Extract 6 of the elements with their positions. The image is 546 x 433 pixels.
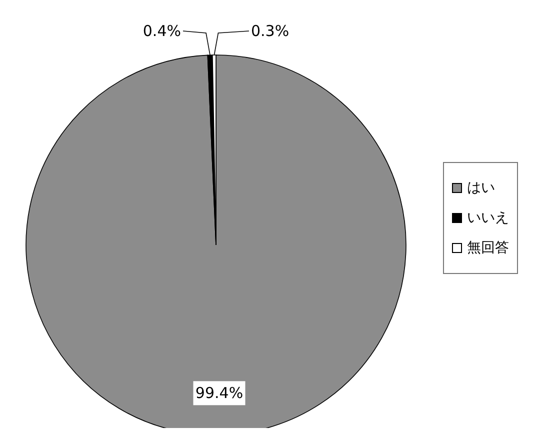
data-label: 0.3% — [251, 22, 290, 40]
data-label: 99.4% — [195, 384, 244, 402]
legend-label: はい — [467, 179, 495, 198]
data-label: 0.4% — [142, 22, 181, 40]
legend-label: 無回答 — [467, 239, 509, 258]
legend-label: いいえ — [467, 209, 509, 228]
